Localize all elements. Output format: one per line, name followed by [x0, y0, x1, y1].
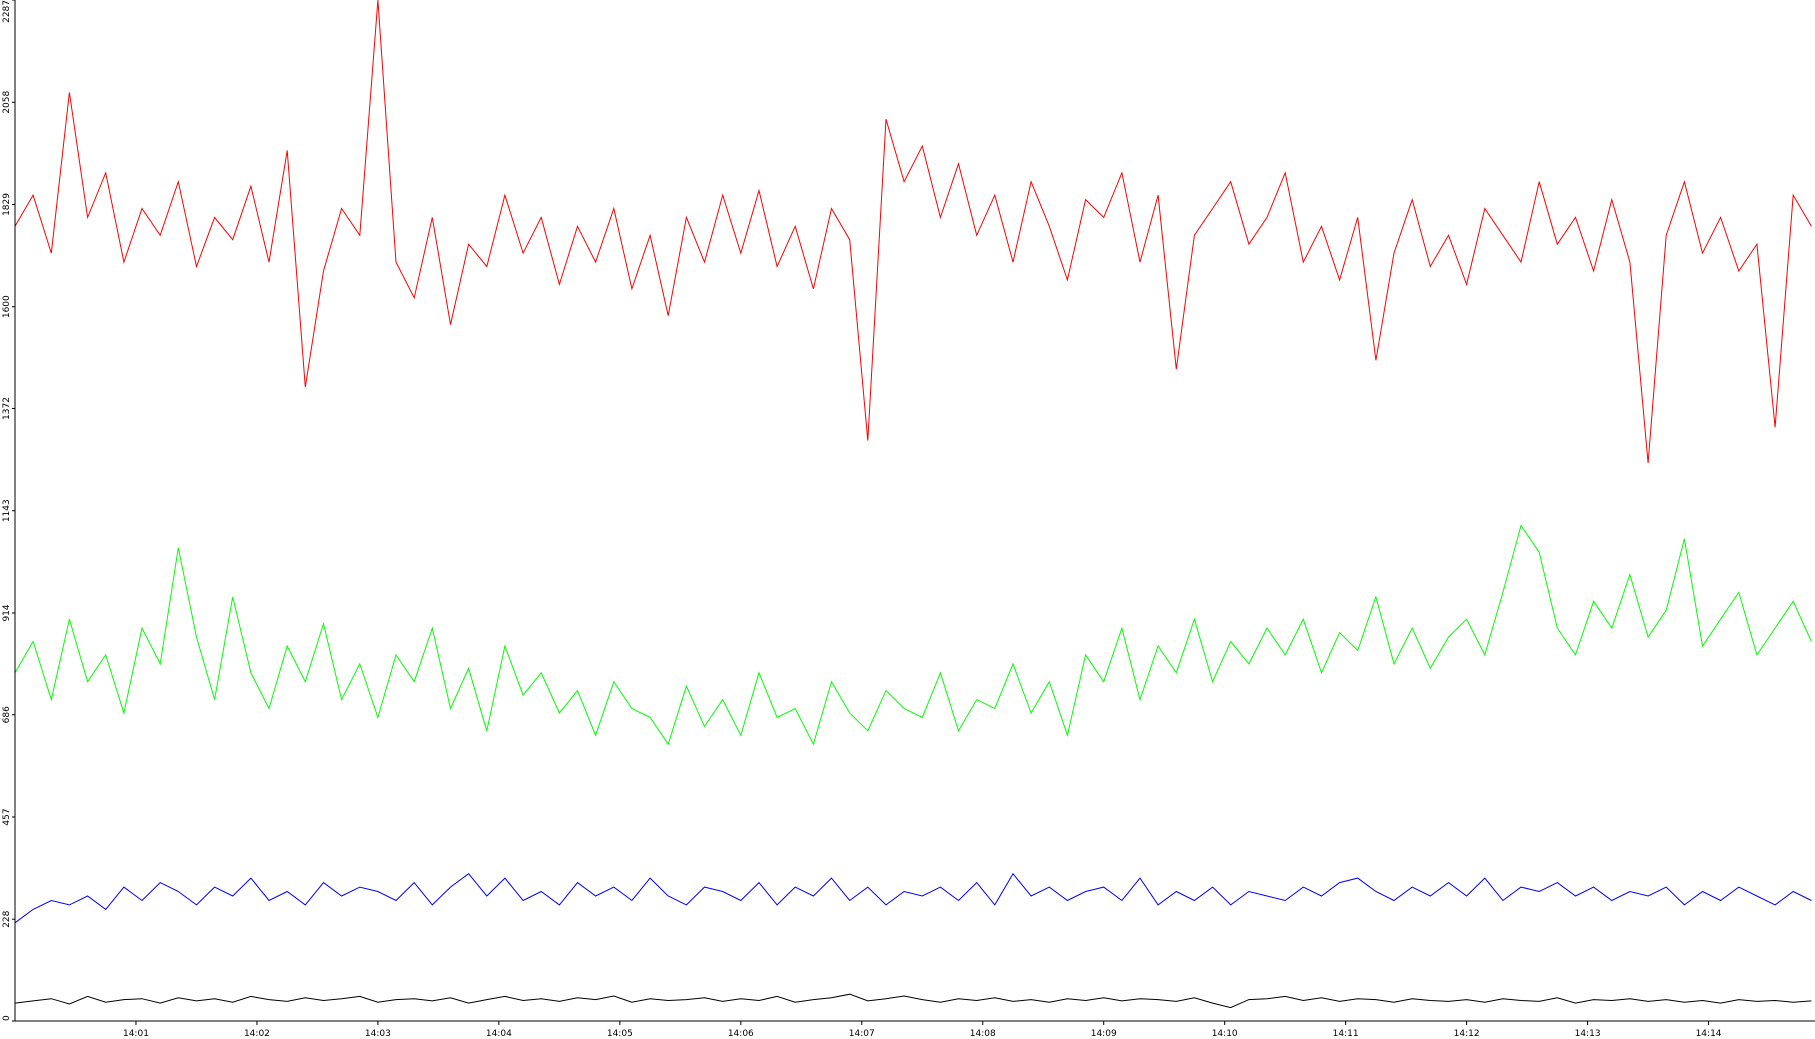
y-tick-label: 2287 [2, 0, 12, 23]
y-tick-label: 2058 [2, 91, 12, 114]
y-tick-label: 1829 [2, 193, 12, 216]
y-tick-label: 914 [2, 604, 12, 621]
y-tick-label: 1600 [2, 295, 12, 318]
x-tick-label: 14:13 [1575, 1029, 1601, 1039]
y-tick-label: 686 [2, 706, 12, 723]
x-tick-label: 14:01 [123, 1029, 149, 1039]
x-tick-label: 14:05 [607, 1029, 633, 1039]
y-tick-label: 1143 [2, 499, 12, 522]
x-tick-label: 14:04 [486, 1029, 512, 1039]
x-tick-label: 14:07 [849, 1029, 875, 1039]
y-tick-label: 457 [2, 808, 12, 825]
x-tick-label: 14:10 [1212, 1029, 1238, 1039]
x-tick-label: 14:12 [1454, 1029, 1480, 1039]
x-tick-label: 14:03 [365, 1029, 391, 1039]
x-tick-label: 14:09 [1091, 1029, 1117, 1039]
y-tick-label: 0 [2, 1015, 12, 1021]
x-tick-label: 14:11 [1333, 1029, 1359, 1039]
y-tick-label: 1372 [2, 397, 12, 420]
x-tick-label: 14:02 [244, 1029, 270, 1039]
y-tick-label: 228 [2, 910, 12, 927]
x-tick-label: 14:06 [728, 1029, 754, 1039]
series-line [14, 993, 1812, 1009]
series-line [14, 524, 1812, 746]
x-tick-label: 14:14 [1696, 1029, 1722, 1039]
x-tick-label: 14:08 [970, 1029, 996, 1039]
series-line [14, 0, 1812, 464]
series-line [14, 872, 1812, 924]
